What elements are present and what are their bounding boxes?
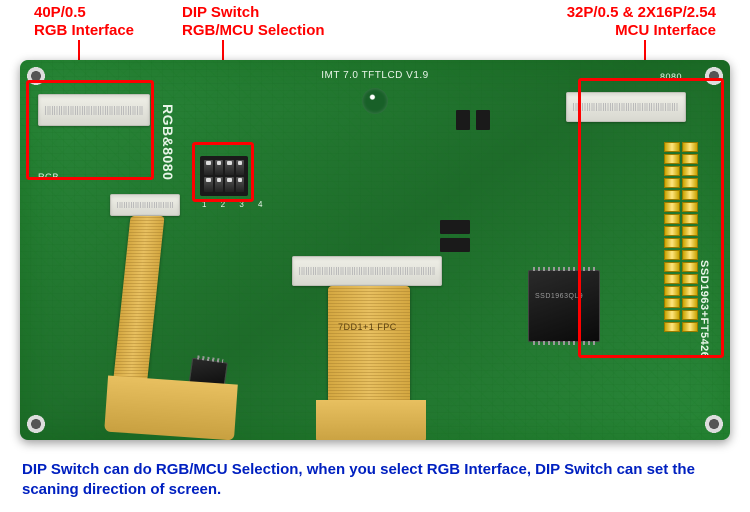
label-mcu-interface: 32P/0.5 & 2X16P/2.54 MCU Interface	[567, 4, 716, 40]
pcb-text-ssd: SSD1963+FT5426	[698, 260, 710, 358]
chip-label: SSD1963QL9	[535, 293, 583, 300]
pcb-title: IMT 7.0 TFTLCD V1.9	[321, 70, 429, 81]
pcb-board: IMT 7.0 TFTLCD V1.9 RGB&8080 SSD1963+FT5…	[20, 60, 730, 440]
silkscreen-rgb: RGB	[38, 172, 59, 182]
flex-end-touch	[104, 376, 238, 440]
label-rgb-interface: 40P/0.5 RGB Interface	[34, 4, 134, 40]
label-dip-l2: RGB/MCU Selection	[182, 22, 325, 39]
caption-text: DIP Switch can do RGB/MCU Selection, whe…	[22, 460, 728, 501]
connector-rgb-40p	[38, 94, 150, 126]
pin-header-2x16-b	[664, 142, 680, 332]
mount-hole-br	[704, 414, 724, 434]
label-mcu-l2: MCU Interface	[615, 22, 716, 39]
smd-4	[440, 238, 470, 252]
dip-numbers: 1 2 3 4	[202, 200, 268, 209]
silkscreen-8080: 8080	[660, 72, 682, 82]
pin-header-2x16-a	[682, 142, 698, 332]
flex-label: 7DD1+1 FPC	[338, 322, 397, 332]
label-rgb-l2: RGB Interface	[34, 22, 134, 39]
label-rgb-l1: 40P/0.5	[34, 4, 86, 21]
mount-hole-bl	[26, 414, 46, 434]
label-dip-l1: DIP Switch	[182, 4, 259, 21]
dip-switch	[200, 156, 248, 196]
connector-mcu-32p	[566, 92, 686, 122]
smd-1	[456, 110, 470, 130]
flex-end-lcd	[316, 400, 426, 440]
chip-ssd1963: SSD1963QL9	[528, 270, 600, 342]
mount-hole-tl	[26, 66, 46, 86]
pcb-text-rgb8080: RGB&8080	[160, 104, 176, 180]
smd-3	[440, 220, 470, 234]
connector-lcd-fpc	[292, 256, 442, 286]
mount-hole-tr	[704, 66, 724, 86]
connector-touch-fpc	[110, 194, 180, 216]
label-mcu-l1: 32P/0.5 & 2X16P/2.54	[567, 4, 716, 21]
logo-circle	[362, 88, 388, 114]
label-dip-switch: DIP Switch RGB/MCU Selection	[182, 4, 325, 40]
smd-2	[476, 110, 490, 130]
